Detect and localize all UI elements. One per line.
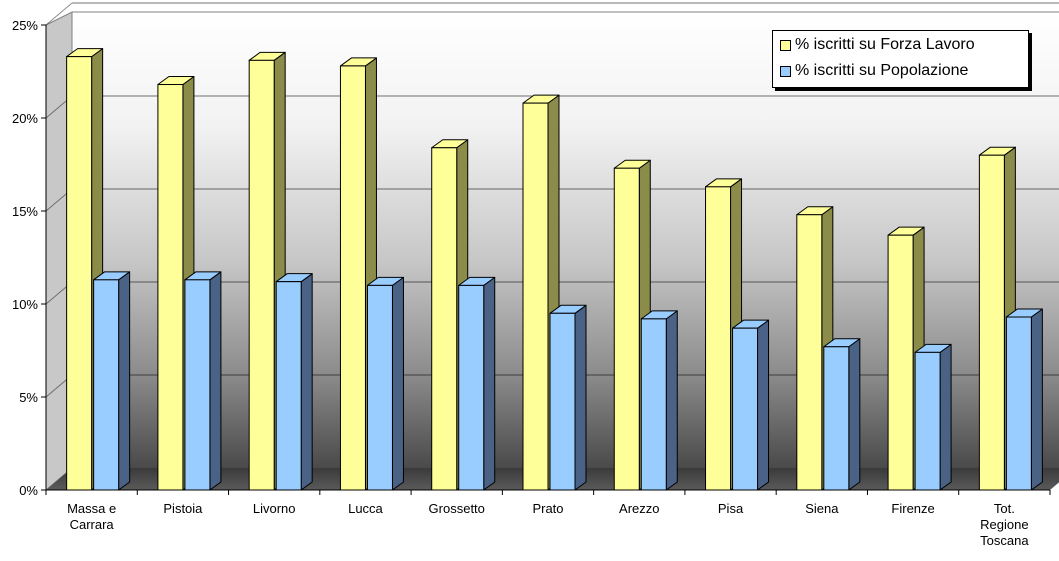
bar-forza-lavoro-front xyxy=(613,167,640,491)
bar-popolazione xyxy=(549,304,587,491)
bar-popolazione-side xyxy=(118,271,131,491)
legend-swatch-forza-lavoro xyxy=(780,39,791,51)
bar-popolazione xyxy=(458,276,496,491)
bar-forza-lavoro-front xyxy=(705,186,732,491)
bar-forza-lavoro-front xyxy=(431,147,458,491)
bars xyxy=(66,48,1043,491)
bar-forza-lavoro-front xyxy=(248,59,275,491)
bar-popolazione-front xyxy=(640,318,667,491)
x-tick-label: Massa e Carrara xyxy=(67,501,116,532)
bar-popolazione-front xyxy=(823,346,850,491)
bar-popolazione-side xyxy=(939,343,952,491)
x-tick-label-line: Massa e xyxy=(67,501,116,516)
x-tick-label: Grossetto xyxy=(429,501,485,516)
x-tick-label-line: Firenze xyxy=(891,501,934,516)
bar-forza-lavoro-front xyxy=(339,65,366,491)
x-tick-label: Prato xyxy=(532,501,563,516)
bar-popolazione xyxy=(732,319,770,491)
bar-popolazione-front xyxy=(1005,316,1032,491)
bar-popolazione-front xyxy=(458,284,485,491)
legend-label-popolazione: % iscritti su Popolazione xyxy=(795,62,969,79)
gridline-side xyxy=(45,2,73,26)
y-tick-label: 5% xyxy=(19,390,38,405)
bar-popolazione-side xyxy=(574,304,587,491)
x-tick-label-line: Regione xyxy=(980,517,1028,532)
bar-forza-lavoro-front xyxy=(796,214,823,491)
bar-popolazione-front xyxy=(914,351,941,491)
x-tick-label: Tot. Regione Toscana xyxy=(980,501,1029,548)
bar-popolazione xyxy=(366,276,404,491)
y-tick-label: 25% xyxy=(12,18,38,33)
bar-popolazione xyxy=(914,343,952,491)
bar-popolazione xyxy=(823,338,861,491)
legend-swatch-popolazione xyxy=(780,65,791,77)
bar-forza-lavoro-front xyxy=(522,102,549,491)
bar-popolazione xyxy=(275,273,313,491)
bar-popolazione-side xyxy=(848,338,861,491)
bar-popolazione-front xyxy=(184,279,211,491)
legend: % iscritti su Forza Lavoro % iscritti su… xyxy=(772,30,1029,88)
y-tick-label: 0% xyxy=(19,483,38,498)
x-tick-label-line: Lucca xyxy=(348,501,383,516)
x-tick-label-line: Prato xyxy=(532,501,563,516)
bar-popolazione-side xyxy=(209,271,222,491)
bar-popolazione xyxy=(1005,308,1043,491)
x-tick-label: Arezzo xyxy=(619,501,659,516)
bar-forza-lavoro-front xyxy=(887,234,914,491)
bar-popolazione-side xyxy=(300,273,313,491)
legend-item-forza-lavoro: % iscritti su Forza Lavoro xyxy=(780,35,975,55)
bar-popolazione-side xyxy=(1030,308,1043,491)
x-tick-label-line: Carrara xyxy=(70,517,115,532)
legend-item-popolazione: % iscritti su Popolazione xyxy=(780,61,968,81)
tick-labels: 0% 5% 10% 15% 20% 25% Massa e Carrara Pistoia Liv… xyxy=(12,18,1029,548)
bar-popolazione-front xyxy=(549,312,576,491)
bar-popolazione-front xyxy=(732,327,759,491)
x-tick-label-line: Pistoia xyxy=(163,501,203,516)
bar-popolazione-front xyxy=(93,279,120,491)
bar-popolazione-side xyxy=(757,319,770,491)
legend-label-forza-lavoro: % iscritti su Forza Lavoro xyxy=(795,36,975,53)
bar-popolazione xyxy=(184,271,222,491)
bar-forza-lavoro-front xyxy=(978,154,1005,491)
x-tick-label-line: Arezzo xyxy=(619,501,659,516)
x-tick-label: Siena xyxy=(805,501,839,516)
x-tick-label: Lucca xyxy=(348,501,383,516)
y-tick-label: 20% xyxy=(12,111,38,126)
x-tick-label: Pisa xyxy=(718,501,744,516)
x-tick-label-line: Siena xyxy=(805,501,839,516)
bar-popolazione-side xyxy=(391,276,404,491)
x-tick-label: Pistoia xyxy=(163,501,203,516)
y-tick-label: 10% xyxy=(12,297,38,312)
bar-popolazione xyxy=(640,310,678,491)
y-tick-label: 15% xyxy=(12,204,38,219)
x-tick-label-line: Grossetto xyxy=(429,501,485,516)
x-tick-label: Livorno xyxy=(253,501,296,516)
bar-popolazione-front xyxy=(366,284,393,491)
x-tick-label-line: Pisa xyxy=(718,501,744,516)
bar-forza-lavoro-front xyxy=(157,84,184,491)
bar-forza-lavoro-front xyxy=(66,56,93,491)
x-tick-label: Firenze xyxy=(891,501,934,516)
bar-forza-lavoro xyxy=(66,48,104,491)
x-tick-label-line: Toscana xyxy=(980,533,1029,548)
bar-popolazione-front xyxy=(275,281,302,491)
bar-popolazione-side xyxy=(665,310,678,491)
bar-forza-lavoro xyxy=(522,94,560,491)
x-tick-label-line: Livorno xyxy=(253,501,296,516)
x-tick-label-line: Tot. xyxy=(994,501,1015,516)
bar-popolazione xyxy=(93,271,131,491)
bar-popolazione-side xyxy=(483,276,496,491)
